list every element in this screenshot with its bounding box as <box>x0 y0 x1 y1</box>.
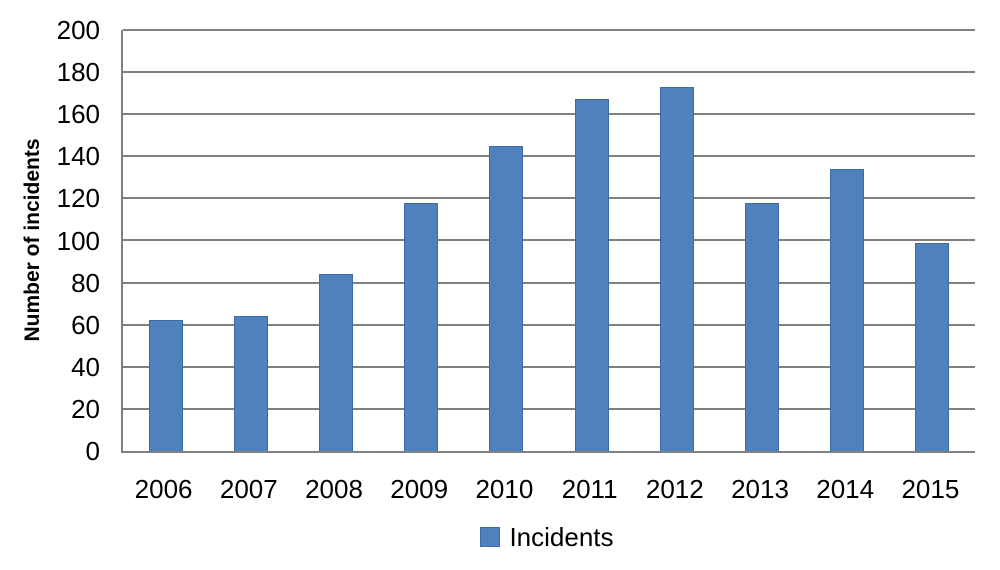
legend: Incidents <box>121 522 973 552</box>
y-tick-label-160: 160 <box>56 99 100 130</box>
gridline-100 <box>123 239 975 241</box>
x-tick-label-2006: 2006 <box>134 474 193 504</box>
y-tick-label-60: 60 <box>71 309 100 340</box>
x-tick-label-2015: 2015 <box>901 474 960 504</box>
y-tick-label-100: 100 <box>56 225 100 256</box>
bar-2012 <box>660 87 694 451</box>
bar-2007 <box>234 316 268 451</box>
y-tick-label-20: 20 <box>71 393 100 424</box>
x-tick-label-2013: 2013 <box>731 474 789 504</box>
gridline-140 <box>123 155 975 157</box>
gridline-80 <box>123 282 975 284</box>
x-tick-label-2008: 2008 <box>305 474 363 504</box>
y-tick-label-200: 200 <box>56 15 100 45</box>
legend-swatch-icon <box>480 527 501 547</box>
y-tick-label-180: 180 <box>56 57 100 88</box>
bar-2008 <box>319 274 353 451</box>
x-tick-label-2011: 2011 <box>561 474 618 504</box>
x-tick-label-2007: 2007 <box>219 474 278 504</box>
y-tick-label-0: 0 <box>85 436 100 466</box>
gridline-180 <box>123 71 975 73</box>
bar-2006 <box>149 320 183 451</box>
gridline-20 <box>123 408 975 410</box>
bar-2014 <box>830 169 864 451</box>
x-tick-label-2009: 2009 <box>390 474 449 504</box>
gridline-120 <box>123 197 975 199</box>
x-tick-label-2014: 2014 <box>816 474 875 504</box>
gridline-60 <box>123 324 975 326</box>
bar-2013 <box>745 203 779 451</box>
legend-label: Incidents <box>509 522 614 552</box>
bar-2009 <box>404 203 438 451</box>
gridline-160 <box>123 113 975 115</box>
bar-2011 <box>575 99 609 451</box>
y-tick-label-140: 140 <box>56 141 100 172</box>
gridline-40 <box>123 366 975 368</box>
plot-area <box>121 29 975 453</box>
y-tick-label-40: 40 <box>71 351 100 382</box>
y-tick-label-120: 120 <box>56 183 100 214</box>
gridline-200 <box>123 29 975 31</box>
y-tick-label-80: 80 <box>71 267 100 298</box>
bar-2010 <box>489 146 523 451</box>
x-tick-label-2012: 2012 <box>645 474 704 504</box>
x-tick-label-2010: 2010 <box>475 474 534 504</box>
bar-2015 <box>915 243 949 451</box>
